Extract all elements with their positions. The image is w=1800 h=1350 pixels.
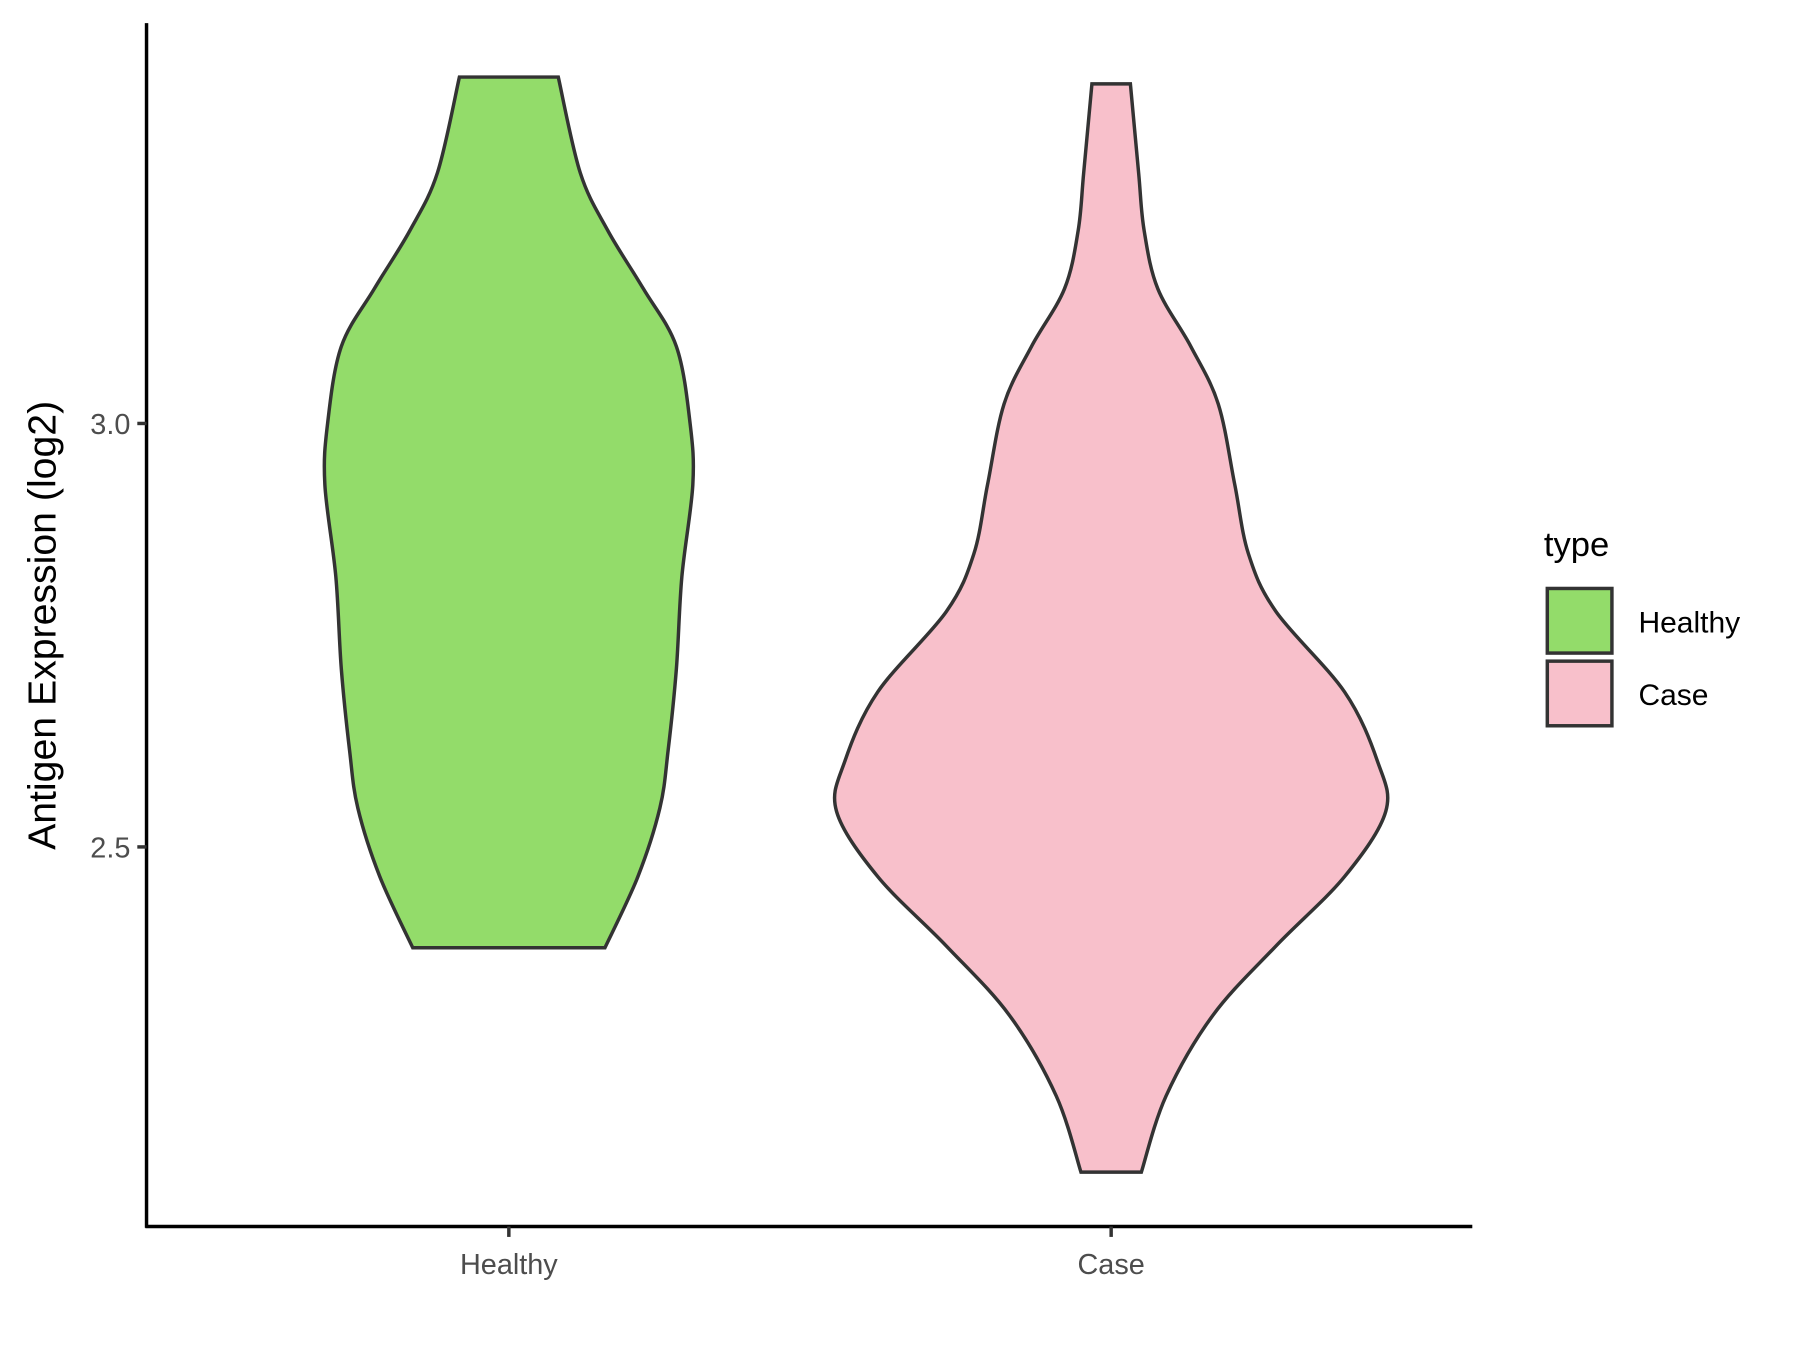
legend: Healthy Case (1545, 586, 1740, 728)
violin-case (832, 82, 1390, 1174)
legend-key-healthy (1545, 586, 1614, 655)
legend-key-case (1545, 659, 1614, 728)
y-tick-label: 3.0 (90, 409, 130, 441)
x-tick-label: Case (1077, 1249, 1144, 1281)
violins (322, 75, 1390, 1174)
y-axis-label: Antigen Expression (log2) (20, 401, 64, 850)
legend-title: type (1544, 526, 1609, 564)
y-tick-label: 2.5 (90, 832, 130, 864)
legend-label: Healthy (1638, 606, 1740, 639)
legend-label: Case (1638, 679, 1708, 712)
x-ticks: Healthy Case (460, 1226, 1145, 1281)
y-ticks: 2.5 3.0 (90, 409, 147, 864)
x-tick-label: Healthy (460, 1249, 558, 1281)
violin-healthy (322, 75, 696, 950)
